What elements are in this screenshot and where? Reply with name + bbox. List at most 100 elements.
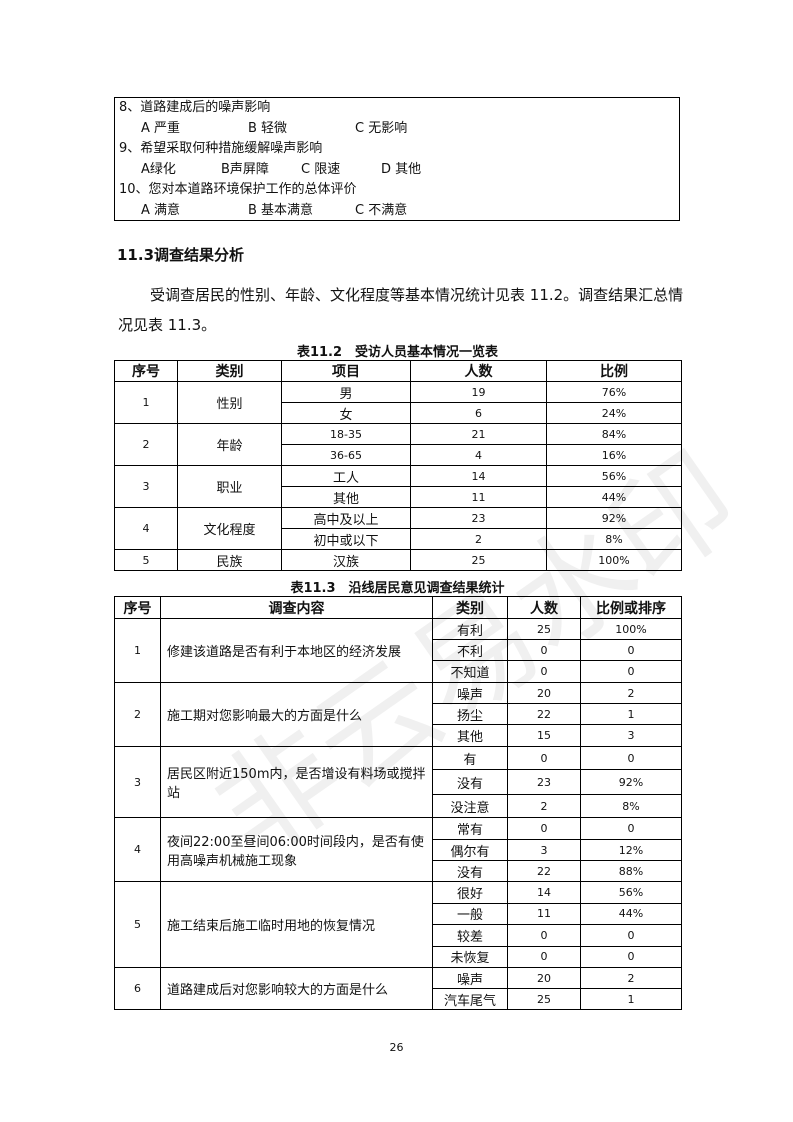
cell: 0 (580, 746, 682, 770)
column-header: 序号 (114, 360, 178, 382)
cell: 44% (546, 486, 682, 508)
column-header: 调查内容 (160, 596, 433, 619)
cell: 4 (410, 444, 547, 466)
cell: 25 (507, 618, 581, 640)
cell: 0 (507, 817, 581, 840)
cell: 56% (580, 881, 682, 904)
cell: 14 (507, 881, 581, 904)
table-row: 2 年龄 18-35 21 84% (114, 423, 682, 466)
category: 年龄 (177, 423, 282, 466)
cell: 36-65 (281, 444, 411, 466)
question-text: 8、道路建成后的噪声影响 (119, 100, 271, 115)
table-row: 没有 22 88% (115, 860, 682, 882)
cell: 0 (580, 817, 682, 840)
cell: 16% (546, 444, 682, 466)
cell: 0 (507, 945, 581, 968)
row-number: 3 (114, 465, 178, 508)
row-number: 4 (114, 507, 178, 550)
column-header: 比例或排序 (580, 596, 682, 619)
cell: 未恢复 (432, 945, 508, 968)
cell: 3 (507, 839, 581, 861)
row-number: 2 (114, 682, 161, 747)
cell: 2 (507, 794, 581, 818)
table-row: 2 施工期对您影响最大的方面是什么 噪声 20 2 (114, 682, 682, 747)
table-row: 没有 23 92% (115, 769, 682, 795)
question-text: 10、您对本道路环境保护工作的总体评价 (119, 182, 357, 198)
category: 文化程度 (177, 507, 282, 550)
table-row: 汽车尾气 25 1 (115, 988, 682, 1010)
cell: 0 (580, 945, 682, 968)
table-row: 5 民族 汉族 25 100% (114, 549, 682, 571)
option: C 限速 (301, 161, 341, 177)
cell: 噪声 (432, 967, 508, 989)
cell: 0 (507, 660, 581, 683)
cell: 1 (580, 703, 682, 725)
option: C 不满意 (355, 202, 408, 218)
option: A 满意 (141, 202, 181, 218)
cell: 23 (507, 769, 581, 795)
survey-question: 夜间22:00至昼间06:00时间段内，是否有使用高噪声机械施工现象 (160, 817, 433, 882)
cell: 工人 (281, 465, 411, 487)
respondent-info-table: 序号 类别 项目 人数 比例 1 性别男 19 76% 女 6 24% 2 年龄 18-35 21 84% 36-… (114, 360, 682, 571)
cell: 0 (507, 746, 581, 770)
table-row: 4 夜间22:00至昼间06:00时间段内，是否有使用高噪声机械施工现象 常有 0 0 (114, 817, 682, 882)
table-row: 3 居民区附近150m内，是否增设有料场或搅拌站有 0 0 (114, 746, 682, 818)
cell: 8% (580, 794, 682, 818)
cell: 6 (410, 402, 547, 424)
row-number: 5 (114, 881, 161, 968)
table-row: 女 6 24% (115, 402, 682, 424)
cell: 0 (507, 639, 581, 661)
body-paragraph: 受调查居民的性别、年龄、文化程度等基本情况统计见表 11.2。调查结果汇总情况见… (118, 286, 684, 334)
cell: 23 (410, 507, 547, 529)
cell: 2 (410, 528, 547, 550)
table-row: 不利 0 0 (115, 639, 682, 661)
category: 民族 (177, 549, 282, 571)
cell: 22 (507, 703, 581, 725)
row-number: 2 (114, 423, 178, 466)
cell: 初中或以下 (281, 528, 411, 550)
row-number: 1 (114, 381, 178, 424)
cell: 不知道 (432, 660, 508, 683)
table-row: 其他 15 3 (115, 724, 682, 747)
survey-question: 修建该道路是否有利于本地区的经济发展 (160, 618, 433, 683)
cell: 常有 (432, 817, 508, 840)
cell: 25 (410, 549, 547, 571)
table-row: 较差 0 0 (115, 924, 682, 947)
cell: 56% (546, 465, 682, 487)
cell: 较差 (432, 924, 508, 947)
option: B声屏障 (221, 161, 269, 177)
cell: 女 (281, 402, 411, 424)
cell: 44% (580, 902, 682, 925)
cell: 100% (580, 618, 682, 640)
cell: 20 (507, 682, 581, 704)
table1-caption: 表11.2 受访人员基本情况一览表 (296, 345, 499, 360)
table-row: 扬尘 22 1 (115, 703, 682, 725)
column-header: 比例 (546, 360, 682, 382)
cell: 汉族 (281, 549, 411, 571)
table-row: 没注意 2 8% (115, 794, 682, 818)
page-number: 26 (389, 1041, 404, 1054)
option: D 其他 (381, 161, 422, 177)
cell: 男 (281, 381, 411, 403)
row-number: 3 (114, 746, 161, 818)
section-heading: 11.3调查结果分析 (117, 246, 245, 264)
question-text: 9、希望采取何种措施缓解噪声影响 (119, 141, 323, 157)
cell: 高中及以上 (281, 507, 411, 529)
option: A 严重 (141, 120, 181, 136)
cell: 没注意 (432, 794, 508, 818)
option: B 基本满意 (248, 202, 314, 218)
question-options: A 满意 B 基本满意 C 不满意 (115, 201, 679, 222)
cell: 12% (580, 839, 682, 861)
column-header: 人数 (507, 596, 581, 619)
cell: 84% (546, 423, 682, 445)
cell: 20 (507, 967, 581, 989)
cell: 21 (410, 423, 547, 445)
cell: 不利 (432, 639, 508, 661)
questionnaire-box: 8、道路建成后的噪声影响 A 严重 B 轻微 C 无影响 9、希望采取何种措施缓解噪声影… (114, 97, 680, 221)
table-row: 4 文化程度 高中及以上 23 92% (114, 507, 682, 550)
cell: 2 (580, 682, 682, 704)
cell: 0 (580, 639, 682, 661)
category: 职业 (177, 465, 282, 508)
header-row: 序号 类别 项目 人数 比例 (114, 360, 682, 382)
